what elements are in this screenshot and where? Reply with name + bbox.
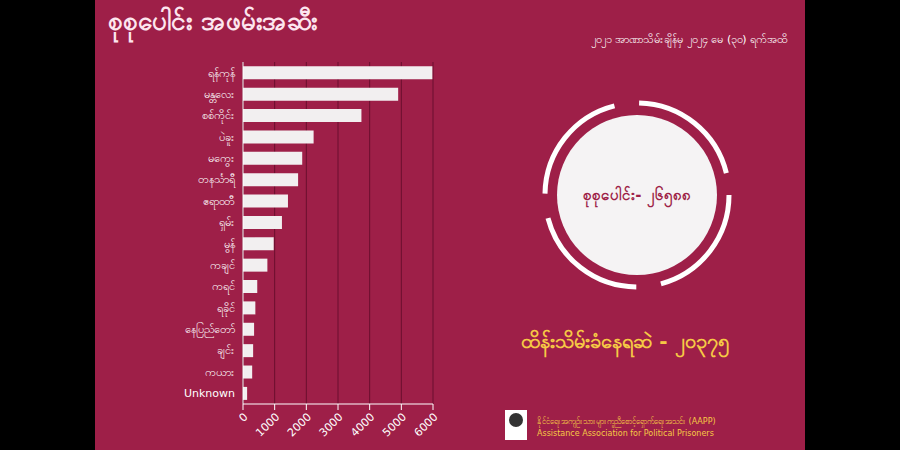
svg-text:မွန်: မွန် — [224, 238, 235, 253]
svg-text:1000: 1000 — [253, 410, 282, 439]
html-text:စုစုပေါင်း အဖမ်းအဆီး: စုစုပေါင်း အဖမ်းအဆီး — [108, 6, 318, 36]
svg-text:6000: 6000 — [412, 410, 441, 439]
svg-text:Unknown: Unknown — [184, 387, 235, 400]
html-text:၂၀၂၁ အာဏာသိမ်းချိန်မှ ၂၀၂၄ မေ: ၂၀၂၁ အာဏာသိမ်းချိန်မှ ၂၀၂၄ မေ (၃၀) ရက်အထ… — [590, 33, 788, 46]
svg-text:ကချင်: ကချင် — [210, 259, 235, 274]
svg-text:တနင်္သာရီ: တနင်္သာရီ — [198, 173, 236, 188]
svg-text:မန္တလေး: မန္တလေး — [204, 88, 235, 103]
svg-text:ရှမ်း: ရှမ်း — [219, 216, 235, 231]
svg-text:မကွေး: မကွေး — [208, 152, 235, 167]
svg-text:နိုင်ငံရေးအကျဉ်းသားများကူညီစော: နိုင်ငံရေးအကျဉ်းသားများကူညီစောင့်ရှောက်ရ… — [537, 416, 716, 428]
svg-text:2000: 2000 — [285, 410, 314, 439]
svg-text:5000: 5000 — [380, 410, 409, 439]
svg-text:ကရင်: ကရင် — [212, 280, 235, 295]
svg-text:ရခိုင်: ရခိုင် — [217, 302, 235, 317]
svg-text:ပဲခူး: ပဲခူး — [219, 131, 235, 146]
svg-text:ထိန်းသိမ်းခံနေရဆဲ - ၂၀၃၇၅: ထိန်းသိမ်းခံနေရဆဲ - ၂၀၃၇၅ — [521, 329, 728, 358]
svg-text:ချင်း: ချင်း — [217, 344, 235, 359]
svg-text:နေပြည်တော်: နေပြည်တော် — [185, 322, 235, 338]
svg-text:0: 0 — [237, 410, 251, 424]
svg-text:စစ်ကိုင်း: စစ်ကိုင်း — [202, 109, 235, 124]
svg-text:3000: 3000 — [317, 410, 346, 439]
svg-text:4000: 4000 — [348, 410, 377, 439]
svg-text:ကယား: ကယား — [205, 366, 235, 379]
svg-text:ရန်ကုန်: ရန်ကုန် — [208, 67, 235, 82]
svg-text:စုစုပေါင်း- ၂၆၅၈၈: စုစုပေါင်း- ၂၆၅၈၈ — [583, 185, 690, 208]
svg-text:Assistance Association for Pol: Assistance Association for Political Pri… — [537, 429, 714, 438]
svg-text:ဧရာဝတီ: ဧရာဝတီ — [203, 195, 235, 210]
